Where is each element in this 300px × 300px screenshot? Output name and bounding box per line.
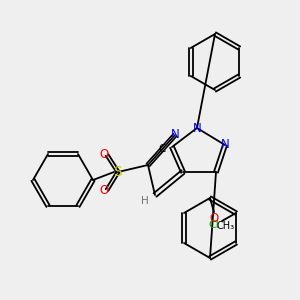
Text: C: C [158,144,166,154]
Text: O: O [99,148,109,160]
Text: N: N [193,122,201,134]
Text: O: O [99,184,109,197]
Text: N: N [171,128,179,140]
Text: S: S [114,165,122,179]
Text: N: N [220,139,230,152]
Text: H: H [141,196,149,206]
Text: Cl: Cl [208,220,219,230]
Text: O: O [209,212,219,224]
Text: CH₃: CH₃ [217,221,235,231]
